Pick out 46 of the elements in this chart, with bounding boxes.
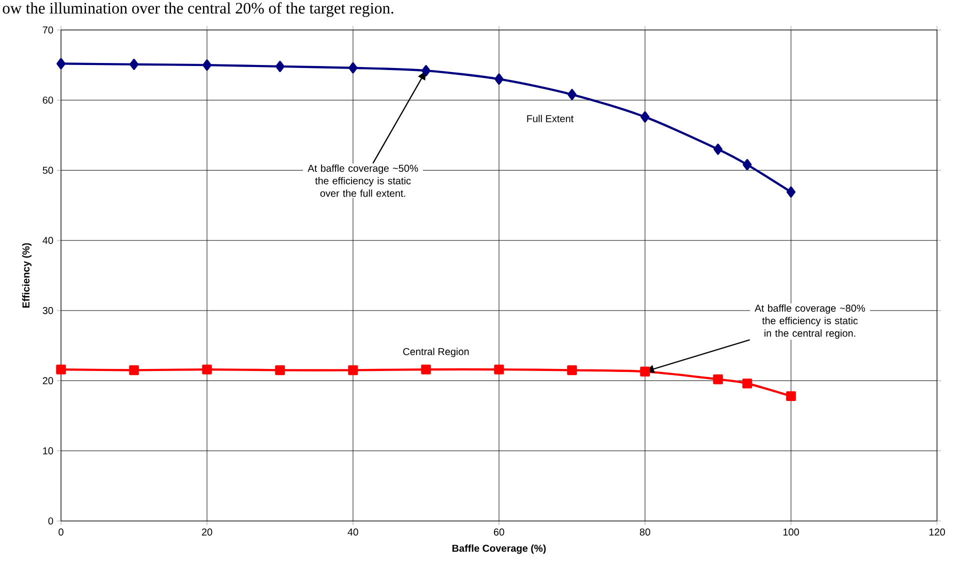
point (568, 88, 576, 100)
point (275, 365, 285, 376)
x-tick-label: 120 (929, 528, 945, 536)
x-tick-label: 0 (58, 528, 64, 536)
x-tick-label: 100 (783, 528, 799, 536)
y-tick-label: 70 (42, 26, 54, 34)
y-tick-label: 50 (42, 166, 54, 174)
point (202, 59, 212, 71)
point (494, 364, 504, 374)
point (276, 60, 284, 72)
point (130, 58, 138, 70)
annotation: At baffle coverage ~80% the efficiency is static in the central region. (754, 304, 865, 339)
point (421, 364, 431, 374)
y-axis-title: Efficiency (%) (22, 243, 32, 308)
text: ow the illumination over the central 20% of the target region. (2, 2, 394, 17)
y-tick-label: 30 (42, 307, 54, 314)
point (786, 186, 796, 198)
x-axis-title: Baffle Coverage (%) (452, 544, 546, 554)
x-tick-label: 80 (640, 528, 650, 536)
series-label: Central Region (403, 348, 469, 358)
point (348, 365, 358, 376)
y-tick-label: 20 (42, 377, 54, 384)
x-tick-label: 40 (348, 528, 358, 536)
point (494, 73, 504, 85)
series-label: Full Extent (527, 114, 574, 122)
y-tick-label: 40 (42, 236, 54, 244)
y-tick-label: 0 (48, 517, 54, 525)
point (202, 364, 212, 374)
point (129, 365, 139, 376)
point (640, 111, 650, 123)
point (567, 365, 577, 376)
point (56, 364, 66, 374)
y-tick-label: 10 (43, 447, 54, 454)
y-tick-label: 60 (42, 96, 54, 104)
point (742, 159, 752, 170)
point (713, 374, 723, 384)
point (640, 366, 650, 376)
annotation: At baffle coverage ~50% the efficiency is static over the full extent. (308, 164, 418, 197)
point (742, 378, 752, 388)
x-tick-label: 20 (202, 528, 212, 536)
x-tick-label: 60 (494, 528, 504, 536)
point (56, 58, 66, 70)
point (348, 62, 358, 74)
point (786, 391, 796, 402)
point (422, 65, 430, 76)
point (714, 144, 722, 155)
